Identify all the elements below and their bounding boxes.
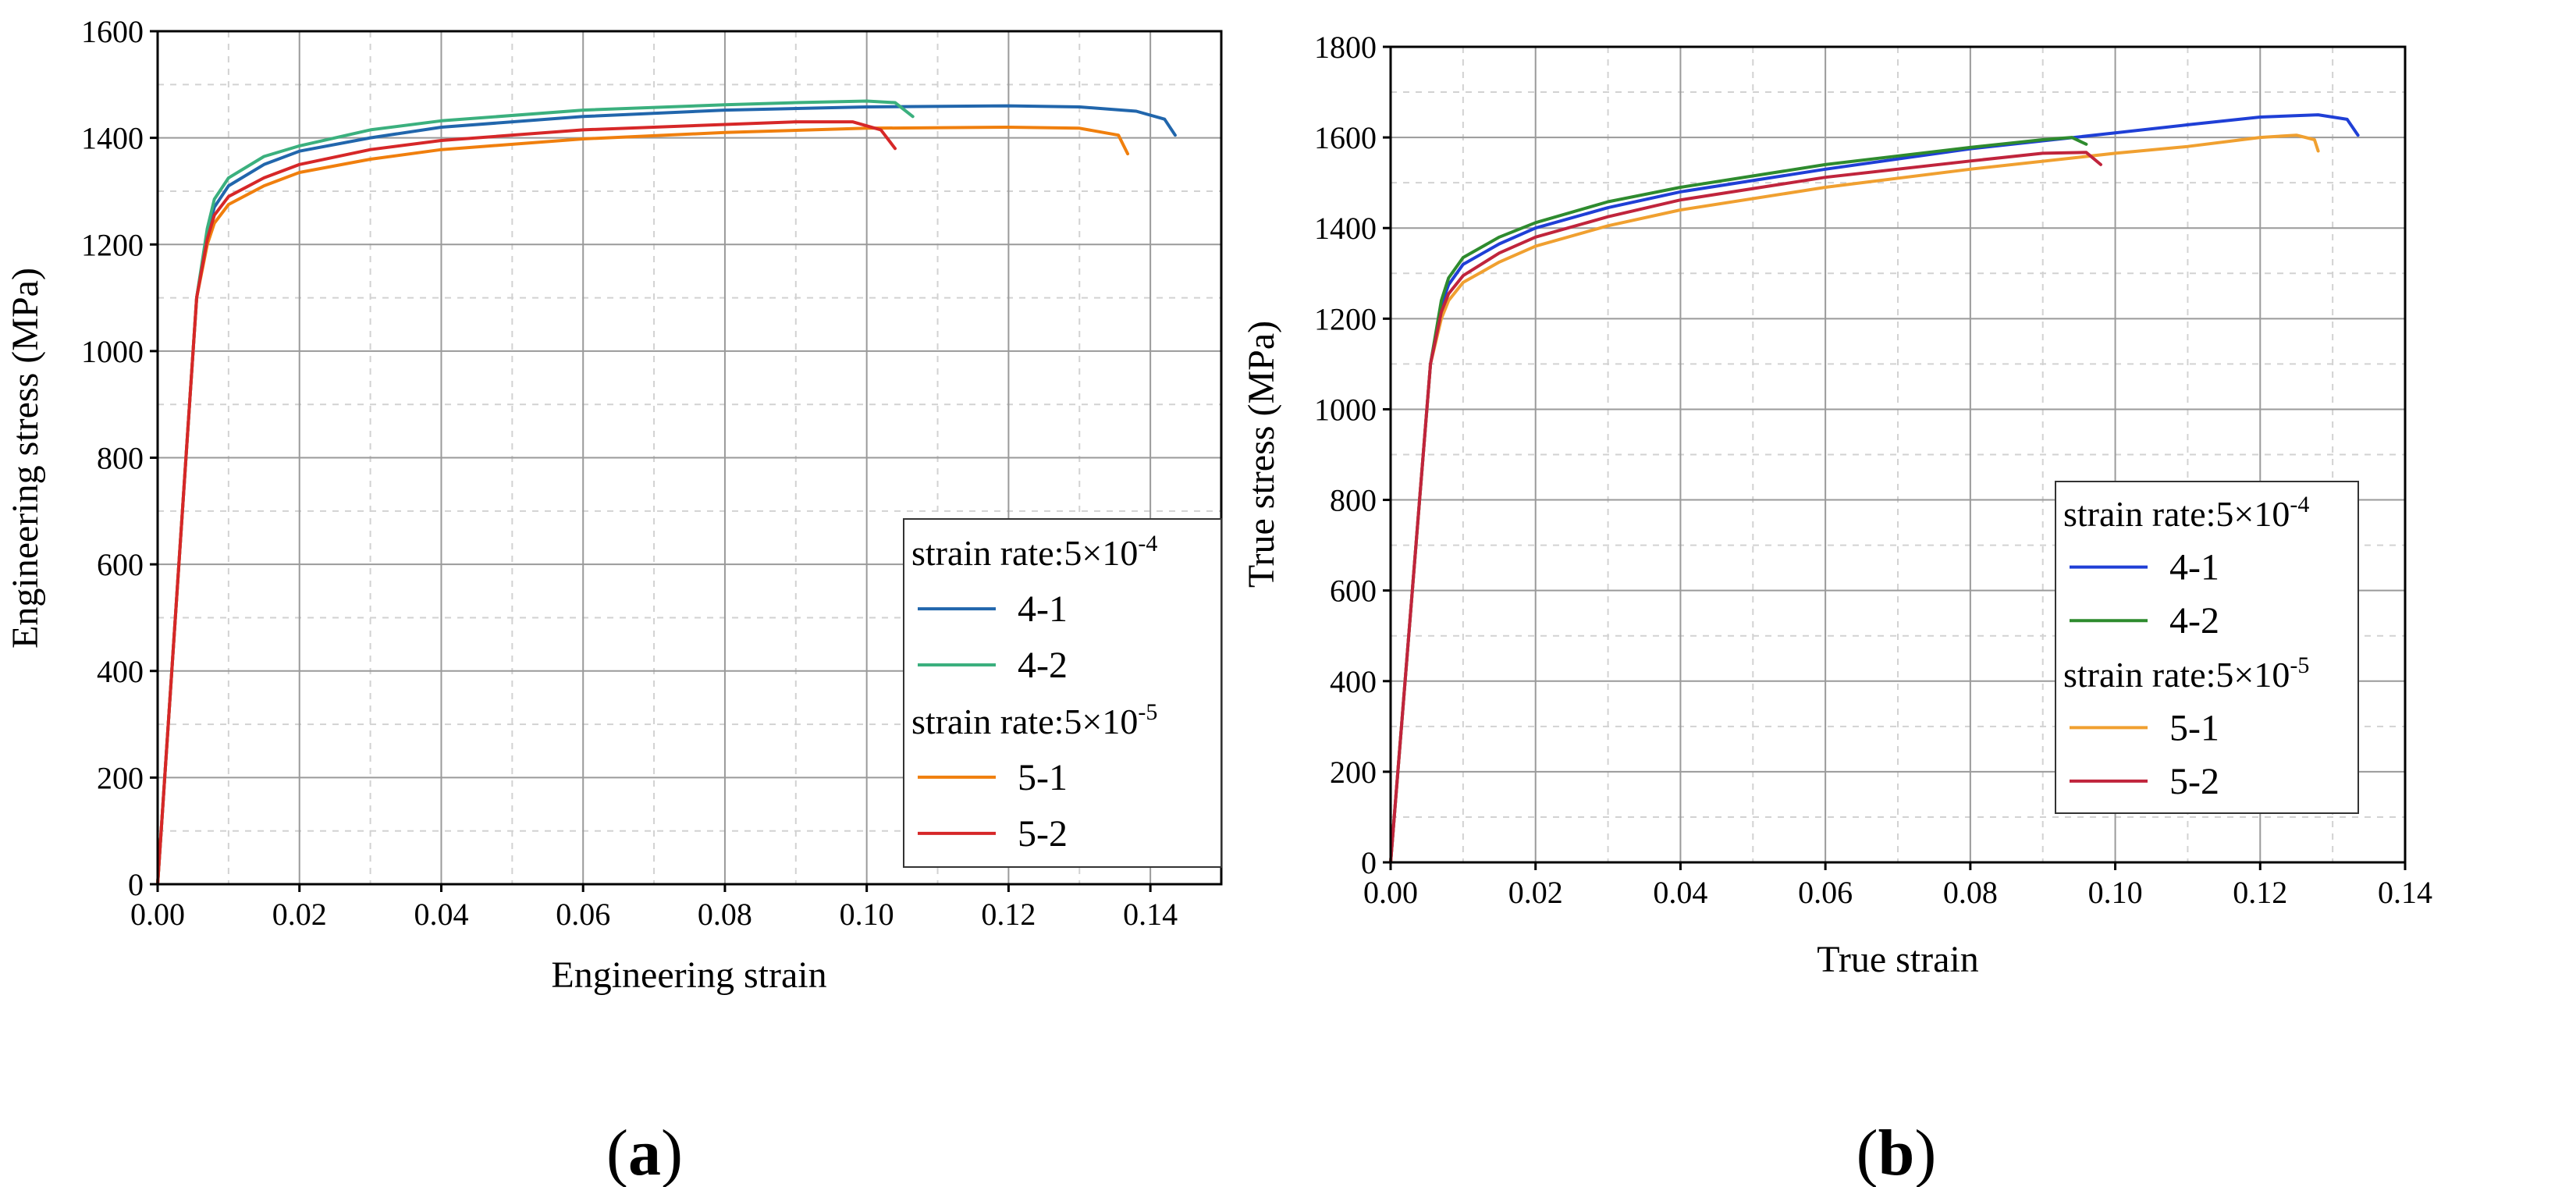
legend-heading-2-base: strain rate:5×10 xyxy=(2063,655,2290,695)
legend-label-3: 5-1 xyxy=(2169,707,2219,748)
x-axis-title: True strain xyxy=(1817,939,1979,980)
series-line-5-2 xyxy=(1389,151,2102,864)
x-tick-label: 0.06 xyxy=(1798,875,1853,910)
y-tick-label: 1000 xyxy=(1314,392,1377,427)
series-lines xyxy=(156,99,1177,886)
legend-label-2: 4-2 xyxy=(2169,600,2219,641)
y-tick-label: 0 xyxy=(128,867,144,902)
y-tick-label: 1600 xyxy=(81,14,144,49)
y-tick-label: 400 xyxy=(97,654,144,689)
x-tick-label: 0.12 xyxy=(2233,875,2287,910)
y-tick-label: 1200 xyxy=(1314,301,1377,336)
x-tick-label: 0.04 xyxy=(1653,875,1707,910)
legend-label-4: 5-2 xyxy=(1018,813,1068,855)
y-axis-title: True stress (MPa) xyxy=(1241,321,1282,588)
x-tick-label: 0.08 xyxy=(1943,875,1998,910)
legend-heading-2-exp: -5 xyxy=(2290,652,2309,678)
legend-heading-1: strain rate:5×10-4 xyxy=(911,531,1157,573)
legend-heading-2: strain rate:5×10-5 xyxy=(911,699,1157,741)
series-line-5-2 xyxy=(156,120,897,886)
y-tick-label: 0 xyxy=(1361,845,1377,880)
x-tick-label: 0.04 xyxy=(414,897,468,932)
x-tick-label: 0.02 xyxy=(272,897,327,932)
panel-label-a: (a) xyxy=(606,1117,683,1187)
y-tick-label: 1000 xyxy=(81,334,144,369)
legend-heading-1-exp: -4 xyxy=(1138,531,1157,556)
legend: strain rate:5×10-4 4-1 4-2 strain rate:5… xyxy=(903,518,1222,868)
plot-frame xyxy=(1389,45,2407,864)
y-tick-label: 600 xyxy=(97,547,144,582)
y-tick-label: 1400 xyxy=(1314,211,1377,246)
y-tick-label: 1600 xyxy=(1314,120,1377,155)
legend-heading-2: strain rate:5×10-5 xyxy=(2063,652,2309,695)
legend-label-1: 4-1 xyxy=(2169,547,2219,588)
x-tick-label: 0.14 xyxy=(1123,897,1178,932)
legend: strain rate:5×10-4 4-1 4-2 strain rate:5… xyxy=(2055,481,2359,814)
panel-label-b: (b) xyxy=(1856,1117,1937,1187)
legend-label-1: 4-1 xyxy=(1018,588,1068,630)
tick-labels: 0.00 0.02 0.04 0.06 0.08 0.10 0.12 0.14 0 200 400 6… xyxy=(1314,30,2432,910)
y-tick-label: 800 xyxy=(1330,483,1377,518)
legend-label-2: 4-2 xyxy=(1018,645,1068,686)
x-tick-label: 0.00 xyxy=(130,897,185,932)
legend-box xyxy=(2055,481,2359,814)
x-tick-label: 0.14 xyxy=(2378,875,2432,910)
x-tick-label: 0.12 xyxy=(981,897,1036,932)
legend-heading-1-base: strain rate:5×10 xyxy=(2063,494,2290,534)
legend-heading-2-base: strain rate:5×10 xyxy=(911,702,1138,741)
y-tick-label: 1800 xyxy=(1314,30,1377,65)
legend-label-4: 5-2 xyxy=(2169,761,2219,802)
y-tick-label: 200 xyxy=(1330,755,1377,790)
y-tick-label: 400 xyxy=(1330,664,1377,699)
legend-label-3: 5-1 xyxy=(1018,757,1068,798)
x-tick-label: 0.00 xyxy=(1363,875,1418,910)
legend-heading-1-base: strain rate:5×10 xyxy=(911,533,1138,573)
y-tick-label: 1400 xyxy=(81,121,144,156)
series-line-4-2 xyxy=(156,99,915,886)
gridlines xyxy=(158,31,1221,884)
x-tick-label: 0.10 xyxy=(2088,875,2143,910)
legend-box xyxy=(903,518,1222,868)
chart-panel-a: 0.00 0.02 0.04 0.06 0.08 0.10 0.12 0.14 0 200 400 6… xyxy=(5,14,1223,1187)
x-tick-label: 0.02 xyxy=(1508,875,1563,910)
legend-heading-2-exp: -5 xyxy=(1138,699,1157,725)
series-lines xyxy=(1389,113,2360,864)
x-axis-title: Engineering strain xyxy=(551,954,826,996)
y-tick-label: 800 xyxy=(97,441,144,476)
x-tick-label: 0.10 xyxy=(840,897,894,932)
y-axis-title: Engineering stress (MPa) xyxy=(5,268,46,649)
chart-panel-b: 0.00 0.02 0.04 0.06 0.08 0.10 0.12 0.14 0 200 400 6… xyxy=(1241,30,2432,1187)
x-tick-label: 0.08 xyxy=(698,897,752,932)
y-tick-label: 1200 xyxy=(81,227,144,262)
legend-heading-1-exp: -4 xyxy=(2290,492,2309,517)
x-tick-label: 0.06 xyxy=(556,897,610,932)
y-tick-label: 600 xyxy=(1330,574,1377,609)
legend-heading-1: strain rate:5×10-4 xyxy=(2063,492,2309,534)
y-tick-label: 200 xyxy=(97,760,144,795)
tick-labels: 0.00 0.02 0.04 0.06 0.08 0.10 0.12 0.14 0 200 400 6… xyxy=(81,14,1178,932)
